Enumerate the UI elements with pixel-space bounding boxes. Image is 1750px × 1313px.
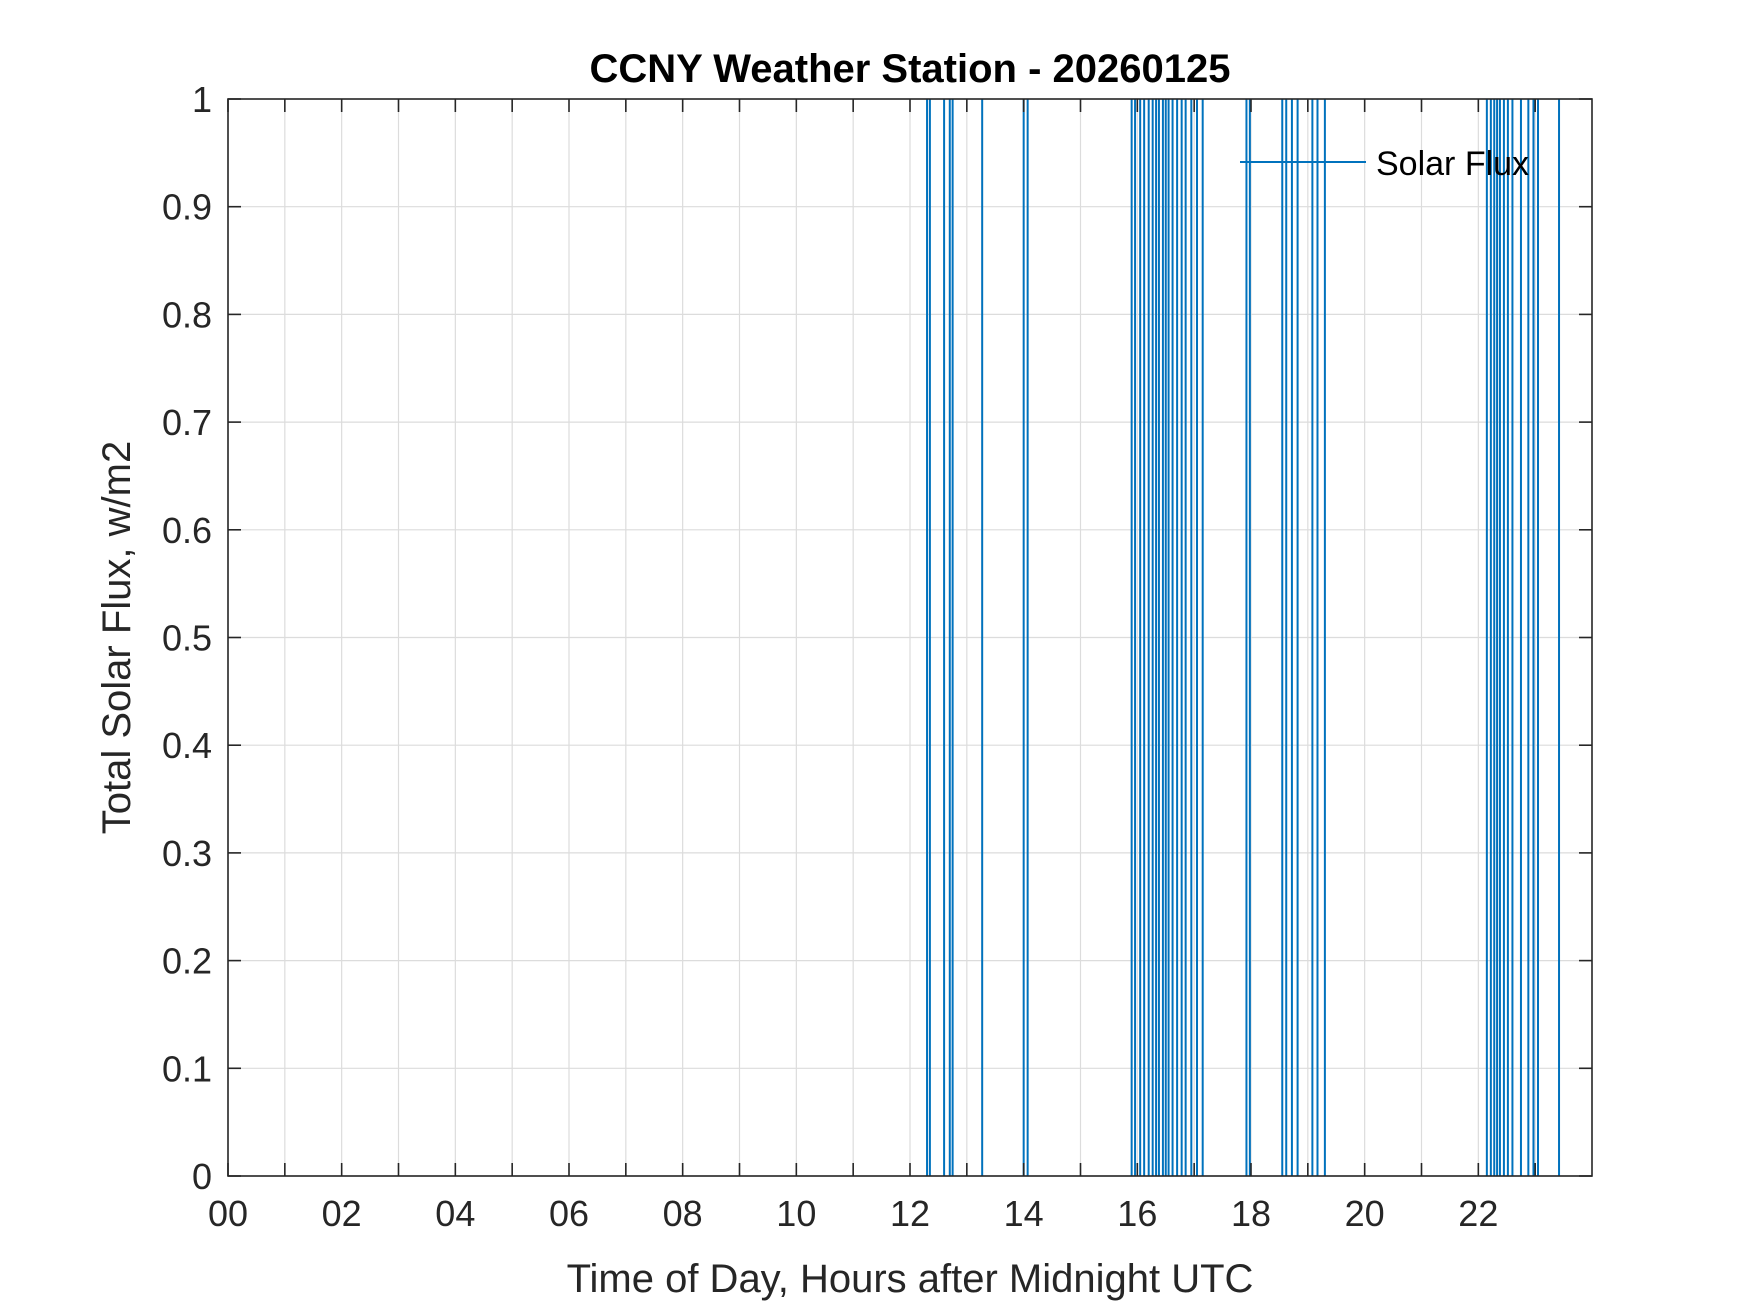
y-tick-label: 0.3	[162, 833, 212, 874]
x-tick-label: 00	[208, 1193, 248, 1234]
y-tick-label: 0.5	[162, 618, 212, 659]
x-tick-label: 08	[663, 1193, 703, 1234]
x-tick-label: 06	[549, 1193, 589, 1234]
legend-label-solar-flux: Solar Flux	[1376, 145, 1529, 183]
legend: Solar Flux	[1240, 145, 1529, 183]
y-tick-label: 1	[192, 79, 212, 120]
y-tick-label: 0.9	[162, 187, 212, 228]
y-tick-label: 0.1	[162, 1048, 212, 1089]
x-tick-label: 14	[1004, 1193, 1044, 1234]
data-series	[926, 99, 1561, 1176]
x-tick-label: 16	[1117, 1193, 1157, 1234]
y-tick-label: 0.2	[162, 941, 212, 982]
x-tick-label: 02	[322, 1193, 362, 1234]
x-tick-label: 12	[890, 1193, 930, 1234]
chart-title: CCNY Weather Station - 20260125	[590, 47, 1231, 91]
y-tick-label: 0	[192, 1156, 212, 1197]
y-tick-label: 0.4	[162, 725, 212, 766]
x-tick-labels: 00 02 04 06 08 10 12 14 16 18 20 22	[208, 1193, 1498, 1234]
y-tick-labels: 0 0.1 0.2 0.3 0.4 0.5 0.6 0.7 0.8 0.9 1	[162, 79, 212, 1197]
x-tick-label: 04	[435, 1193, 475, 1234]
y-tick-label: 0.6	[162, 510, 212, 551]
y-tick-label: 0.8	[162, 294, 212, 335]
y-tick-label: 0.7	[162, 402, 212, 443]
x-axis-label: Time of Day, Hours after Midnight UTC	[567, 1257, 1254, 1301]
x-tick-label: 20	[1345, 1193, 1385, 1234]
y-axis-label: Total Solar Flux, w/m2	[95, 441, 139, 834]
axis-ticks	[227, 98, 1592, 1177]
x-tick-label: 10	[776, 1193, 816, 1234]
x-tick-label: 22	[1458, 1193, 1498, 1234]
x-tick-label: 18	[1231, 1193, 1271, 1234]
